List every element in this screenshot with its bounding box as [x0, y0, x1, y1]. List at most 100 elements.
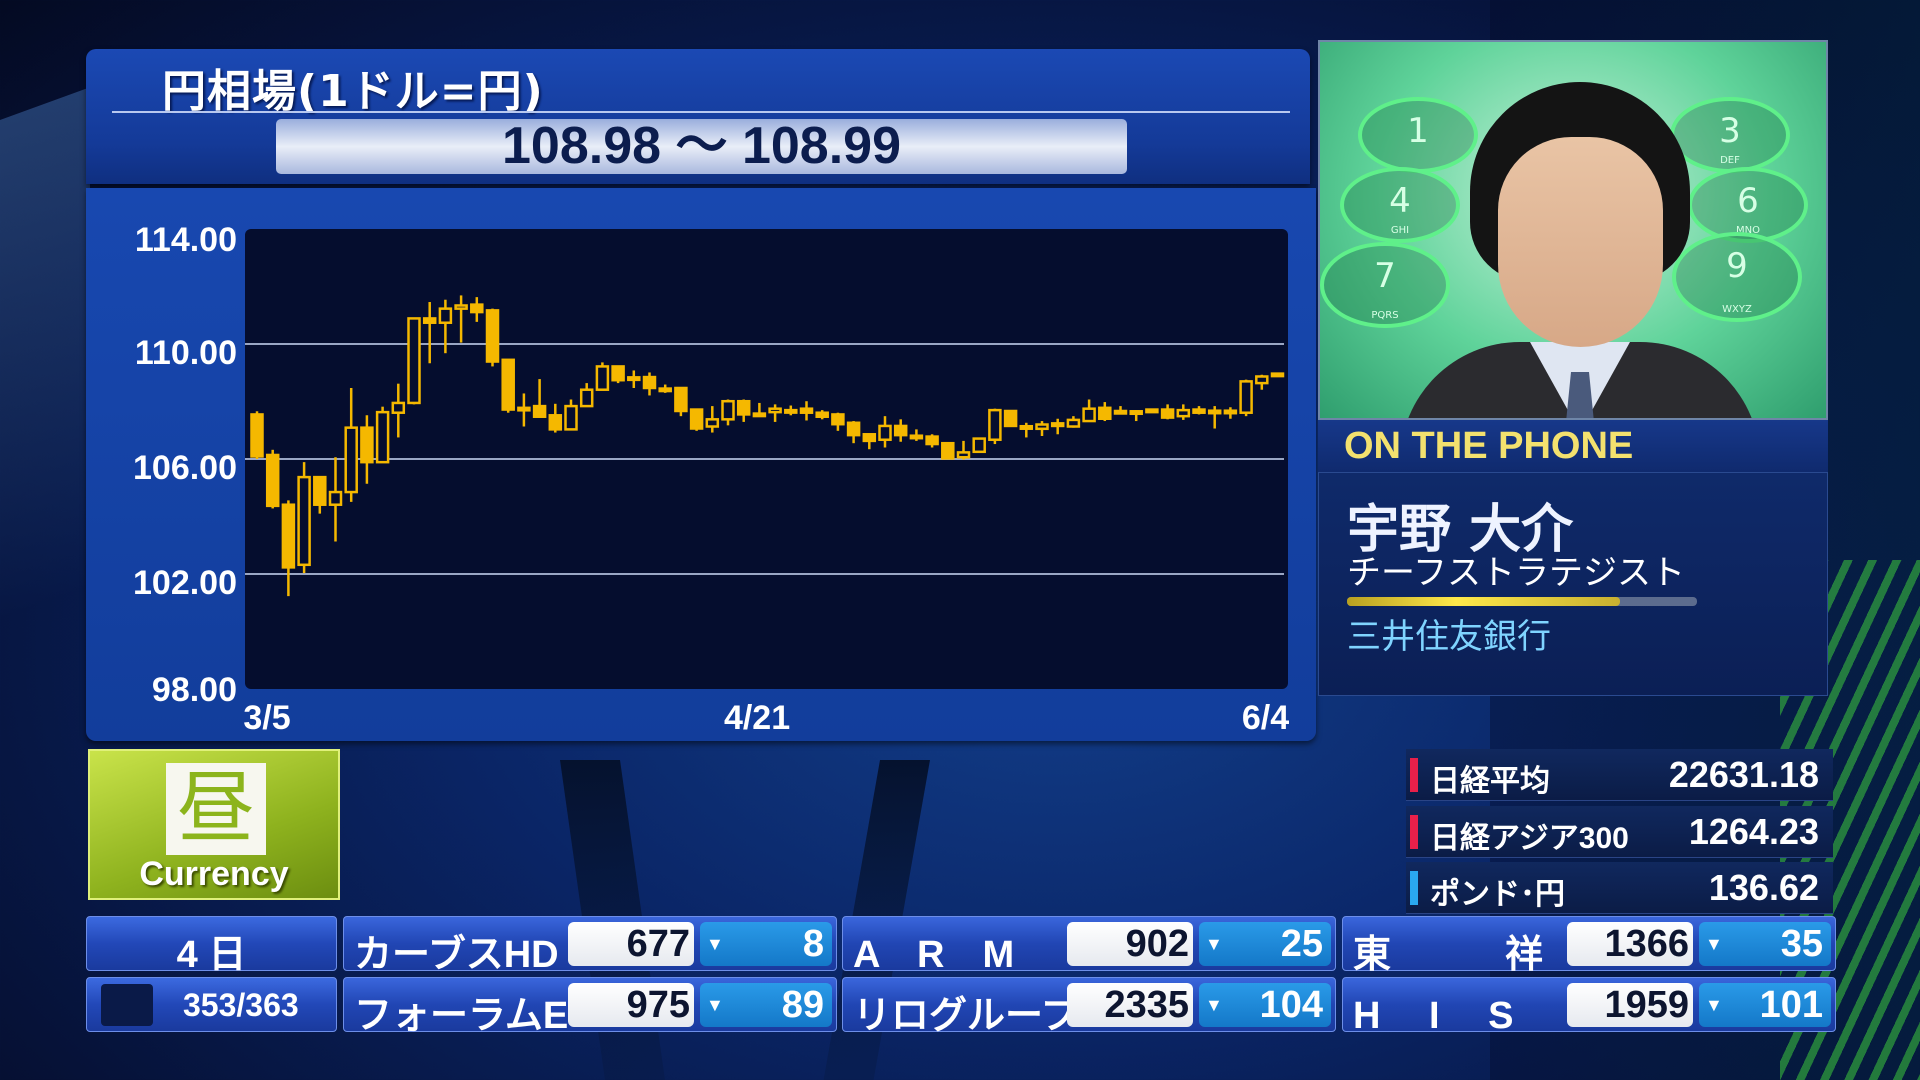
stock-change: ▼ 89 [700, 983, 832, 1027]
candle [831, 412, 845, 431]
ticker-stock: A R M 902 ▼ 25 [842, 916, 1336, 976]
change-value: 104 [1259, 984, 1323, 1026]
candle-body-down [815, 411, 829, 418]
candle-body-down [501, 358, 515, 411]
candle [470, 297, 484, 322]
ticker-date: 4 日 [86, 916, 337, 976]
index-value: 22631.18 [1668, 754, 1819, 795]
change-value: 101 [1759, 984, 1823, 1026]
candle [501, 358, 515, 413]
y-tick-label: 110.00 [135, 334, 237, 372]
stock-change: ▼ 25 [1199, 922, 1331, 966]
down-arrow-icon: ▼ [1705, 934, 1723, 954]
candle [1192, 406, 1206, 415]
candle-body-up [1255, 375, 1269, 385]
candle [1019, 422, 1034, 438]
candle-body-down [941, 441, 955, 460]
candle-body-down [422, 317, 437, 324]
candle-body-down [799, 407, 814, 414]
candle-body-down [532, 404, 547, 418]
candle [517, 393, 531, 427]
candle [1160, 404, 1175, 420]
candle-body-up [564, 404, 578, 431]
candle [1066, 416, 1081, 428]
candle-body-down [1098, 406, 1112, 420]
candle [422, 302, 437, 364]
stock-name: カーブスHD [354, 934, 559, 976]
chart-header: 円相場(1ドル=円) 108.98 ～ 108.99 [86, 49, 1310, 184]
candle [1223, 407, 1238, 419]
stock-price: 975 [568, 983, 694, 1027]
candle [375, 406, 390, 464]
guest-company: 三井住友銀行 [1347, 617, 1551, 657]
y-tick-label: 98.00 [152, 671, 237, 709]
candle-body-up [721, 399, 735, 421]
candle-body-down [1050, 422, 1065, 428]
logo-kanji: 昼 [166, 763, 266, 855]
candle [799, 401, 814, 421]
candle-body-down [281, 503, 296, 569]
candle-body-down [752, 412, 767, 418]
candle [1098, 402, 1112, 422]
on-the-phone-label: ON THE PHONE [1318, 420, 1828, 472]
stock-change: ▼ 104 [1199, 983, 1331, 1027]
candle-body-up [454, 304, 468, 310]
candle [328, 457, 343, 542]
index-value: 1264.23 [1688, 811, 1819, 852]
candle-body-down [470, 303, 484, 314]
change-value: 8 [802, 923, 824, 965]
dial-key: 4 GHI [1340, 167, 1460, 243]
candle-body-down [548, 414, 563, 431]
candle [454, 295, 468, 343]
stock-name: H I S [1353, 995, 1514, 1037]
candle [815, 410, 829, 420]
candle [752, 402, 767, 418]
candle-body-down [265, 453, 280, 508]
candle-body-up [1176, 408, 1191, 418]
stock-price: 902 [1067, 922, 1193, 966]
candle-body-up [297, 475, 311, 567]
candle-body-up [344, 426, 358, 494]
candle-body-down [862, 433, 877, 443]
candle-body-down [642, 375, 657, 390]
candle [941, 441, 955, 460]
candle-body-up [972, 437, 986, 454]
candle [674, 386, 688, 417]
guest-role: チーフストラテジスト [1347, 553, 1685, 593]
currency-segment-logo: 昼 Currency [88, 749, 340, 900]
index-name: 日経平均 [1430, 765, 1550, 798]
candle [1145, 408, 1159, 414]
down-arrow-icon: ▼ [706, 995, 724, 1015]
change-value: 89 [781, 984, 824, 1026]
candle-body-up [391, 401, 406, 414]
candle [1003, 409, 1018, 428]
candle-body-down [674, 386, 688, 413]
candle [1050, 418, 1065, 435]
candle-body-up [1035, 423, 1049, 431]
candle-body-up [407, 317, 421, 405]
candle-body-up [1082, 407, 1096, 423]
candle [972, 437, 986, 454]
candle-body-down [1160, 408, 1175, 419]
candle-body-up [579, 388, 594, 408]
stock-name: フォーラムE [354, 995, 569, 1037]
stock-price: 2335 [1067, 983, 1193, 1027]
candle-body-down [1145, 408, 1159, 414]
candle-body-down [1129, 410, 1143, 416]
candle-body-up [1113, 409, 1128, 415]
candle-body-up [1066, 418, 1081, 428]
ticker-stock: 東 祥 1366 ▼ 35 [1342, 916, 1836, 976]
index-value: 136.62 [1708, 867, 1819, 908]
candle [642, 372, 657, 396]
candle [548, 403, 563, 433]
face [1498, 137, 1663, 347]
candle [736, 399, 751, 422]
down-arrow-icon: ▼ [706, 934, 724, 954]
down-arrow-icon: ▼ [1705, 995, 1723, 1015]
divider [112, 111, 1290, 113]
candle-body-down [313, 475, 327, 506]
candle [438, 299, 453, 354]
change-value: 25 [1280, 923, 1323, 965]
candle [925, 434, 939, 448]
down-arrow-icon: ▼ [1205, 995, 1223, 1015]
